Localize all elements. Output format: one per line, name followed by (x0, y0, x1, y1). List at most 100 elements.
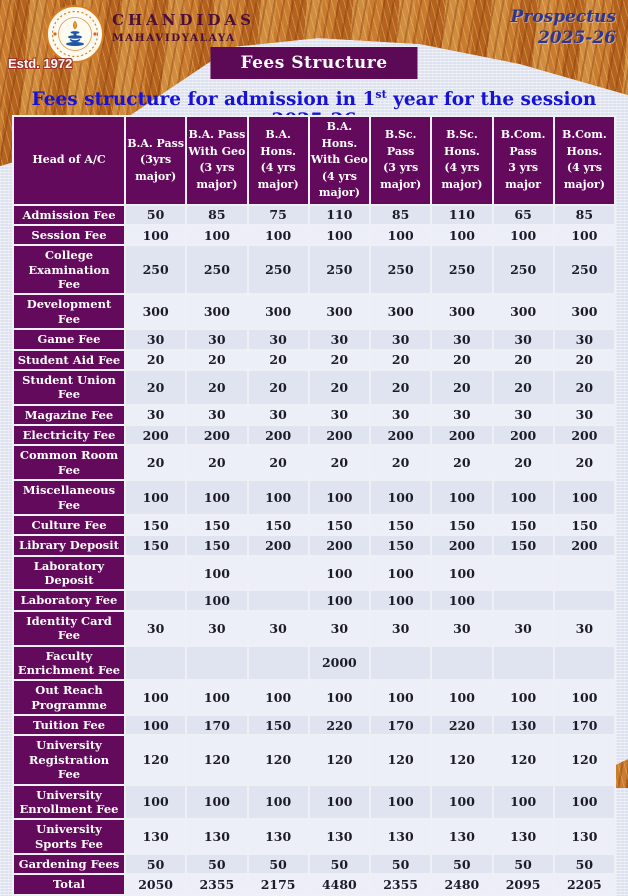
fee-value-cell: 200 (185, 423, 249, 447)
fee-value-cell: 20 (307, 368, 372, 406)
fee-value-cell: 300 (491, 293, 555, 331)
fee-value-cell: 200 (430, 423, 494, 447)
fee-value-cell: 2095 (491, 873, 555, 896)
fee-value-cell: 20 (123, 348, 188, 371)
fee-value-cell: 30 (552, 328, 617, 351)
fee-value-cell: 2355 (368, 873, 433, 896)
fee-value-cell: 30 (368, 609, 433, 647)
fee-value-cell: 100 (307, 479, 372, 516)
fee-value-cell: 100 (246, 679, 310, 716)
fee-value-cell: 30 (430, 328, 494, 351)
fee-value-cell: 120 (430, 734, 494, 786)
fee-value-cell: 130 (491, 713, 555, 737)
fee-value-cell: 150 (246, 513, 310, 537)
fee-value-cell: 30 (552, 609, 617, 647)
fee-value-cell: 110 (430, 203, 494, 226)
fee-value-cell: 130 (430, 818, 494, 855)
fee-value-cell: 100 (430, 479, 494, 516)
fee-row-label: Magazine Fee (12, 403, 126, 427)
page-title-superscript: st (375, 88, 387, 101)
fee-value-cell: 200 (430, 534, 494, 557)
fee-row-label: Out Reach Programme (12, 679, 126, 716)
fees-table: Head of A/C B.A. Pass (3yrs major) B.A. … (12, 115, 617, 896)
fee-value-cell: 20 (552, 444, 617, 482)
fee-value-cell: 200 (491, 423, 555, 447)
fee-row: Tuition Fee 100 170 150 220 170 220 130 170 (12, 713, 617, 737)
fee-value-cell: 200 (307, 423, 372, 447)
fee-value-cell (246, 589, 310, 612)
fee-value-cell: 20 (552, 348, 617, 371)
fee-row-label: Culture Fee (12, 513, 126, 537)
fee-value-cell: 20 (185, 368, 249, 406)
fee-value-cell: 100 (368, 479, 433, 516)
fee-value-cell: 50 (246, 852, 310, 876)
fee-value-cell: 200 (246, 534, 310, 557)
fee-value-cell (123, 644, 188, 682)
fee-row: Game Fee 30 30 30 30 30 30 30 30 (12, 328, 617, 351)
fee-row: Laboratory Fee 100 100 100 100 (12, 589, 617, 612)
fee-value-cell: 100 (491, 479, 555, 516)
fee-value-cell: 170 (368, 713, 433, 737)
fee-row: Miscellaneous Fee 100 100 100 100 100 100 100 10… (12, 479, 617, 516)
fee-value-cell (123, 589, 188, 612)
fee-value-cell: 20 (246, 444, 310, 482)
fee-value-cell: 100 (123, 783, 188, 821)
fee-value-cell: 150 (123, 534, 188, 557)
fee-value-cell: 100 (368, 223, 433, 247)
fee-value-cell (552, 589, 617, 612)
fee-value-cell: 100 (246, 223, 310, 247)
fee-value-cell: 50 (368, 852, 433, 876)
fee-value-cell: 100 (307, 589, 372, 612)
fee-value-cell: 20 (491, 348, 555, 371)
fee-value-cell: 30 (123, 609, 188, 647)
fee-value-cell: 2480 (430, 873, 494, 896)
fee-row-label: Identity Card Fee (12, 609, 126, 647)
fee-value-cell: 30 (246, 609, 310, 647)
fee-value-cell: 300 (185, 293, 249, 331)
fee-value-cell: 30 (185, 403, 249, 427)
fee-value-cell: 30 (368, 403, 433, 427)
fee-value-cell (185, 644, 249, 682)
fee-value-cell: 20 (430, 348, 494, 371)
fee-value-cell: 4480 (307, 873, 372, 896)
fee-value-cell: 50 (185, 852, 249, 876)
fee-value-cell: 2050 (123, 873, 188, 896)
fee-row: Common Room Fee 20 20 20 20 20 20 20 20 (12, 444, 617, 482)
fee-value-cell: 200 (246, 423, 310, 447)
fee-value-cell: 30 (123, 403, 188, 427)
fee-value-cell: 20 (307, 444, 372, 482)
fee-value-cell: 300 (552, 293, 617, 331)
fee-value-cell: 85 (552, 203, 617, 226)
fee-value-cell: 120 (491, 734, 555, 786)
fee-row: Student Aid Fee 20 20 20 20 20 20 20 20 (12, 348, 617, 371)
fee-value-cell: 100 (430, 554, 494, 592)
fee-row-label: Student Union Fee (12, 368, 126, 406)
fee-row: Identity Card Fee 30 30 30 30 30 30 30 30 (12, 609, 617, 647)
fee-value-cell: 130 (368, 818, 433, 855)
fee-value-cell: 130 (185, 818, 249, 855)
fee-row: Laboratory Deposit 100 100 100 100 (12, 554, 617, 592)
fee-value-cell (123, 554, 188, 592)
prospectus-label: Prospectus 2025-26 (511, 7, 617, 50)
fee-row-label: Miscellaneous Fee (12, 479, 126, 516)
fee-value-cell: 20 (185, 348, 249, 371)
fee-value-cell: 250 (368, 244, 433, 296)
fee-value-cell: 120 (368, 734, 433, 786)
fee-row: University Enrollment Fee 100 100 100 100 100… (12, 783, 617, 821)
fee-value-cell: 30 (307, 609, 372, 647)
fee-value-cell: 300 (307, 293, 372, 331)
fee-value-cell: 30 (246, 403, 310, 427)
fee-row: Development Fee 300 300 300 300 300 300 300 300 (12, 293, 617, 331)
fee-value-cell: 100 (307, 223, 372, 247)
fee-value-cell: 100 (246, 783, 310, 821)
fee-value-cell: 30 (185, 328, 249, 351)
fee-value-cell: 300 (123, 293, 188, 331)
fee-value-cell: 250 (430, 244, 494, 296)
fee-value-cell: 100 (368, 589, 433, 612)
fee-value-cell: 150 (491, 513, 555, 537)
fee-value-cell: 300 (368, 293, 433, 331)
fee-value-cell: 130 (246, 818, 310, 855)
total-row: Total 2050 2355 2175 4480 2355 2480 2095 2205 (12, 873, 617, 896)
fee-value-cell: 20 (307, 348, 372, 371)
fee-value-cell: 20 (552, 368, 617, 406)
